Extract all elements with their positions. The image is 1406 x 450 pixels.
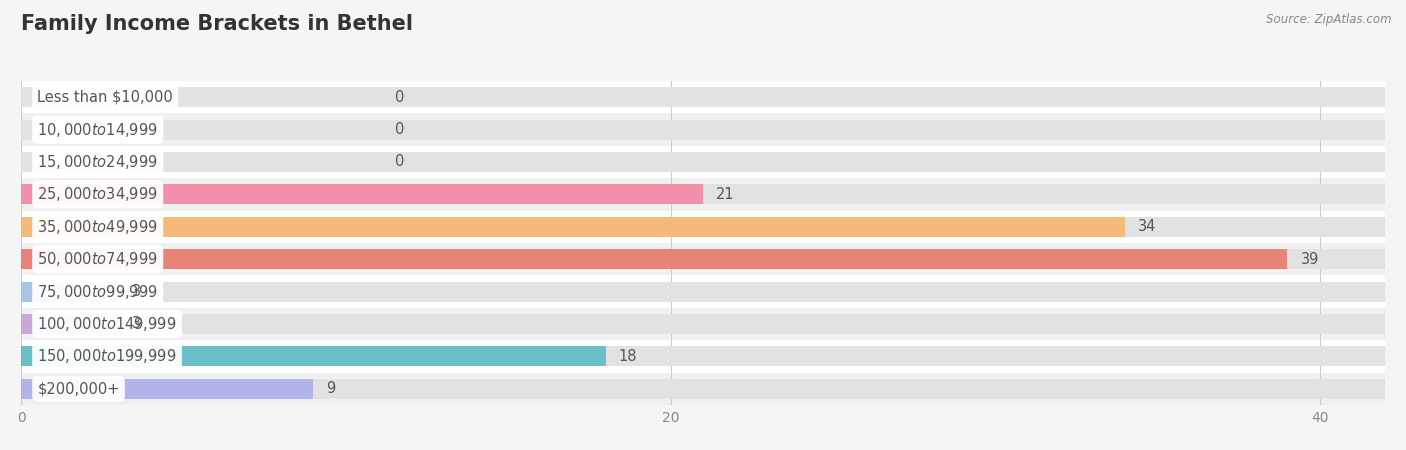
Bar (21, 346, 1385, 366)
Bar (21, 217, 1125, 237)
Bar (21, 113, 1385, 146)
Text: 34: 34 (1137, 219, 1157, 234)
Bar (21, 282, 118, 302)
Text: 0: 0 (395, 122, 404, 137)
Text: Less than $10,000: Less than $10,000 (38, 90, 173, 105)
Text: 0: 0 (395, 154, 404, 170)
Text: 21: 21 (716, 187, 734, 202)
Bar (21, 146, 1385, 178)
Bar (21, 178, 1385, 211)
Bar (21, 184, 1385, 204)
Bar (21, 275, 1385, 308)
Bar (21, 346, 606, 366)
Text: 39: 39 (1301, 252, 1319, 267)
Text: $35,000 to $49,999: $35,000 to $49,999 (38, 218, 157, 236)
Bar (21, 81, 1385, 113)
Text: $15,000 to $24,999: $15,000 to $24,999 (38, 153, 157, 171)
Text: 3: 3 (132, 316, 141, 332)
Bar (21, 87, 1385, 107)
Bar (21, 217, 1385, 237)
Bar (21, 249, 1288, 269)
Bar (21, 249, 1385, 269)
Text: 9: 9 (326, 381, 336, 396)
Bar (21, 379, 314, 399)
Text: $200,000+: $200,000+ (38, 381, 120, 396)
Bar (21, 120, 1385, 140)
Text: 0: 0 (395, 90, 404, 105)
Text: $10,000 to $14,999: $10,000 to $14,999 (38, 121, 157, 139)
Text: 3: 3 (132, 284, 141, 299)
Text: $150,000 to $199,999: $150,000 to $199,999 (38, 347, 177, 365)
Bar (21, 282, 1385, 302)
Bar (21, 211, 1385, 243)
Text: $75,000 to $99,999: $75,000 to $99,999 (38, 283, 157, 301)
Text: $25,000 to $34,999: $25,000 to $34,999 (38, 185, 157, 203)
Bar (21, 373, 1385, 405)
Bar (21, 308, 1385, 340)
Bar (21, 184, 703, 204)
Bar (21, 314, 1385, 334)
Bar (21, 314, 118, 334)
Bar (21, 243, 1385, 275)
Text: 18: 18 (619, 349, 637, 364)
Bar (21, 152, 1385, 172)
Text: Family Income Brackets in Bethel: Family Income Brackets in Bethel (21, 14, 413, 33)
Text: $50,000 to $74,999: $50,000 to $74,999 (38, 250, 157, 268)
Bar (21, 340, 1385, 373)
Bar (21, 379, 1385, 399)
Text: Source: ZipAtlas.com: Source: ZipAtlas.com (1267, 14, 1392, 27)
Text: $100,000 to $149,999: $100,000 to $149,999 (38, 315, 177, 333)
